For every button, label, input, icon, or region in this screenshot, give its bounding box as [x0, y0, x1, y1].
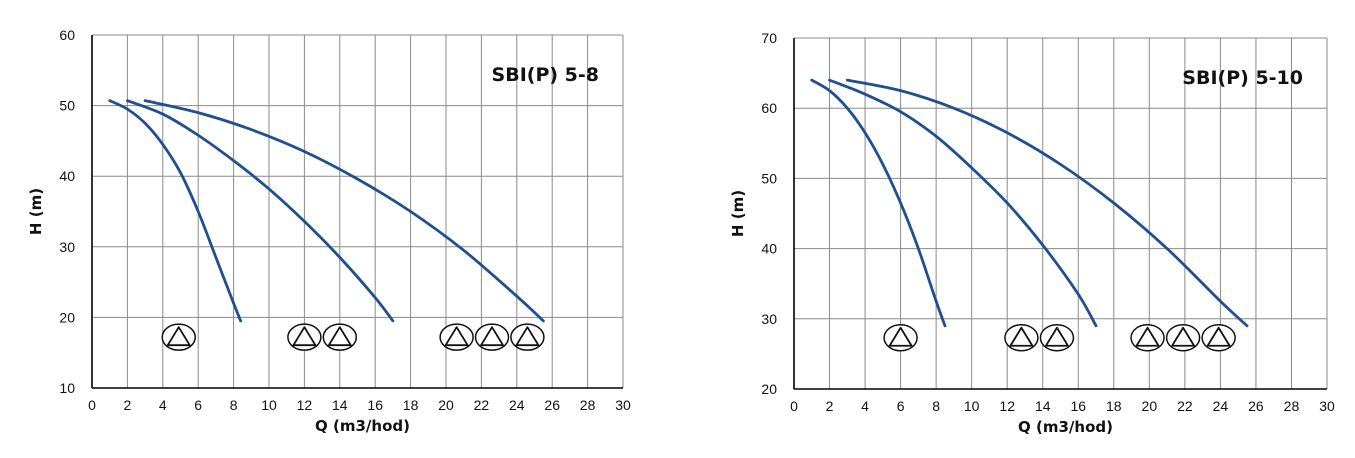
pump-curve-chart-sbi-5-8: 0 2 4 6 8 10 12 14 16 18 20 22 24 26 28 30 10 20 30 40 50 60 Q…: [0, 0, 660, 458]
pump-icon-triangle: [888, 326, 913, 347]
x-axis-label: Q (m3/hod): [1018, 418, 1113, 436]
pump-icon-triangle: [292, 326, 317, 347]
pump-icon: [474, 323, 510, 351]
y-axis-label: H (m): [729, 190, 747, 237]
x-tick-label: 4: [159, 397, 167, 413]
pump-icon-triangle: [1045, 326, 1069, 347]
performance-curve-3: [845, 78, 1249, 328]
x-tick-label: 2: [124, 397, 132, 413]
x-tick-label: 18: [1106, 398, 1122, 414]
pump-icon-circle: [161, 323, 196, 351]
pump-icon: [1039, 324, 1075, 352]
y-tick-label: 60: [59, 27, 75, 43]
pump-icon-circle: [510, 323, 545, 351]
pump-icon-triangle: [1171, 326, 1195, 347]
pump-icon-circle: [322, 323, 358, 351]
x-tick-label: 4: [861, 398, 869, 414]
x-tick-label: 26: [544, 397, 560, 413]
pump-icon: [439, 323, 474, 351]
x-tick-label: 14: [332, 397, 348, 413]
pump-icon-circle: [1165, 324, 1201, 352]
x-tick-label: 16: [367, 397, 383, 413]
chart-svg-sbi-5-10: 0 2 4 6 8 10 12 14 16 18 20 22 24 26 28 30203040506070Q…: [729, 30, 1335, 436]
chart-svg-sbi-5-8: 0 2 4 6 8 10 12 14 16 18 20 22 24 26 28 30102030405060Q…: [27, 27, 631, 435]
performance-curve-1: [108, 99, 243, 323]
y-tick-label: 10: [59, 380, 75, 396]
y-tick-label: 50: [59, 98, 75, 114]
x-tick-label: 14: [1035, 398, 1051, 414]
pump-icon-triangle: [515, 326, 540, 347]
y-tick-label: 60: [761, 100, 777, 116]
y-tick-label: 40: [761, 241, 777, 257]
performance-curve-2: [126, 99, 395, 323]
x-tick-label: 8: [230, 397, 238, 413]
y-tick-label: 30: [761, 311, 777, 327]
y-tick-label: 20: [59, 309, 75, 325]
x-tick-label: 16: [1070, 398, 1086, 414]
pump-icon: [287, 323, 322, 351]
x-tick-label: 24: [509, 397, 525, 413]
x-tick-label: 18: [403, 397, 419, 413]
grid: [92, 34, 624, 388]
grid: [794, 37, 1328, 389]
x-tick-label: 0: [88, 397, 96, 413]
y-tick-label: 70: [761, 30, 777, 46]
pump-icon-circle: [1130, 324, 1165, 352]
y-tick-label: 30: [59, 239, 75, 255]
pump-icon-circle: [1004, 324, 1039, 352]
pump-icon-circle: [287, 323, 322, 351]
pump-icon: [1201, 324, 1236, 352]
pump-icon-triangle: [444, 326, 469, 347]
pump-icon-circle: [439, 323, 474, 351]
x-tick-label: 6: [897, 398, 905, 414]
pump-icon: [883, 324, 918, 352]
pump-icon-triangle: [1135, 326, 1160, 347]
x-tick-label: 10: [964, 398, 980, 414]
y-tick-label: 50: [761, 170, 777, 186]
x-tick-label: 30: [615, 397, 631, 413]
x-tick-label: 12: [297, 397, 313, 413]
performance-curve-3: [143, 99, 545, 323]
x-tick-label: 8: [932, 398, 940, 414]
x-tick-label: 2: [826, 398, 834, 414]
performance-curve-1: [810, 78, 947, 328]
pump-icon: [1165, 324, 1201, 352]
chart-title: SBI(P) 5-10: [1182, 67, 1303, 89]
pump-icon-circle: [883, 324, 918, 352]
x-tick-label: 20: [438, 397, 454, 413]
y-tick-label: 40: [59, 168, 75, 184]
pump-icon-triangle: [327, 326, 352, 347]
x-tick-label: 10: [261, 397, 277, 413]
pump-icon: [1004, 324, 1039, 352]
pump-icon: [322, 323, 358, 351]
x-axis-label: Q (m3/hod): [315, 417, 410, 435]
x-tick-label: 24: [1213, 398, 1229, 414]
x-tick-label: 22: [1177, 398, 1193, 414]
y-tick-label: 20: [761, 381, 777, 397]
pump-icon-triangle: [480, 326, 504, 347]
pump-icon: [161, 323, 196, 351]
x-tick-label: 30: [1319, 398, 1335, 414]
y-axis-label: H (m): [27, 188, 45, 235]
chart-title: SBI(P) 5-8: [492, 64, 599, 86]
x-tick-label: 20: [1142, 398, 1158, 414]
x-tick-label: 12: [999, 398, 1015, 414]
x-tick-label: 28: [580, 397, 596, 413]
pump-icon-circle: [474, 323, 510, 351]
pump-icon: [510, 323, 545, 351]
pump-icon-circle: [1201, 324, 1236, 352]
pump-icon-circle: [1039, 324, 1075, 352]
pump-icon-triangle: [166, 326, 191, 347]
performance-curve-2: [828, 78, 1098, 328]
x-tick-label: 26: [1248, 398, 1264, 414]
pump-icon: [1130, 324, 1165, 352]
x-tick-label: 6: [194, 397, 202, 413]
x-tick-label: 0: [790, 398, 798, 414]
x-tick-label: 22: [474, 397, 490, 413]
pump-curve-chart-sbi-5-10: 0 2 4 6 8 10 12 14 16 18 20 22 24 26 28 30 20 30 40 50 60 70 Q…: [700, 0, 1355, 458]
pump-icon-triangle: [1206, 326, 1231, 347]
pump-icon-triangle: [1009, 326, 1034, 347]
x-tick-label: 28: [1284, 398, 1300, 414]
